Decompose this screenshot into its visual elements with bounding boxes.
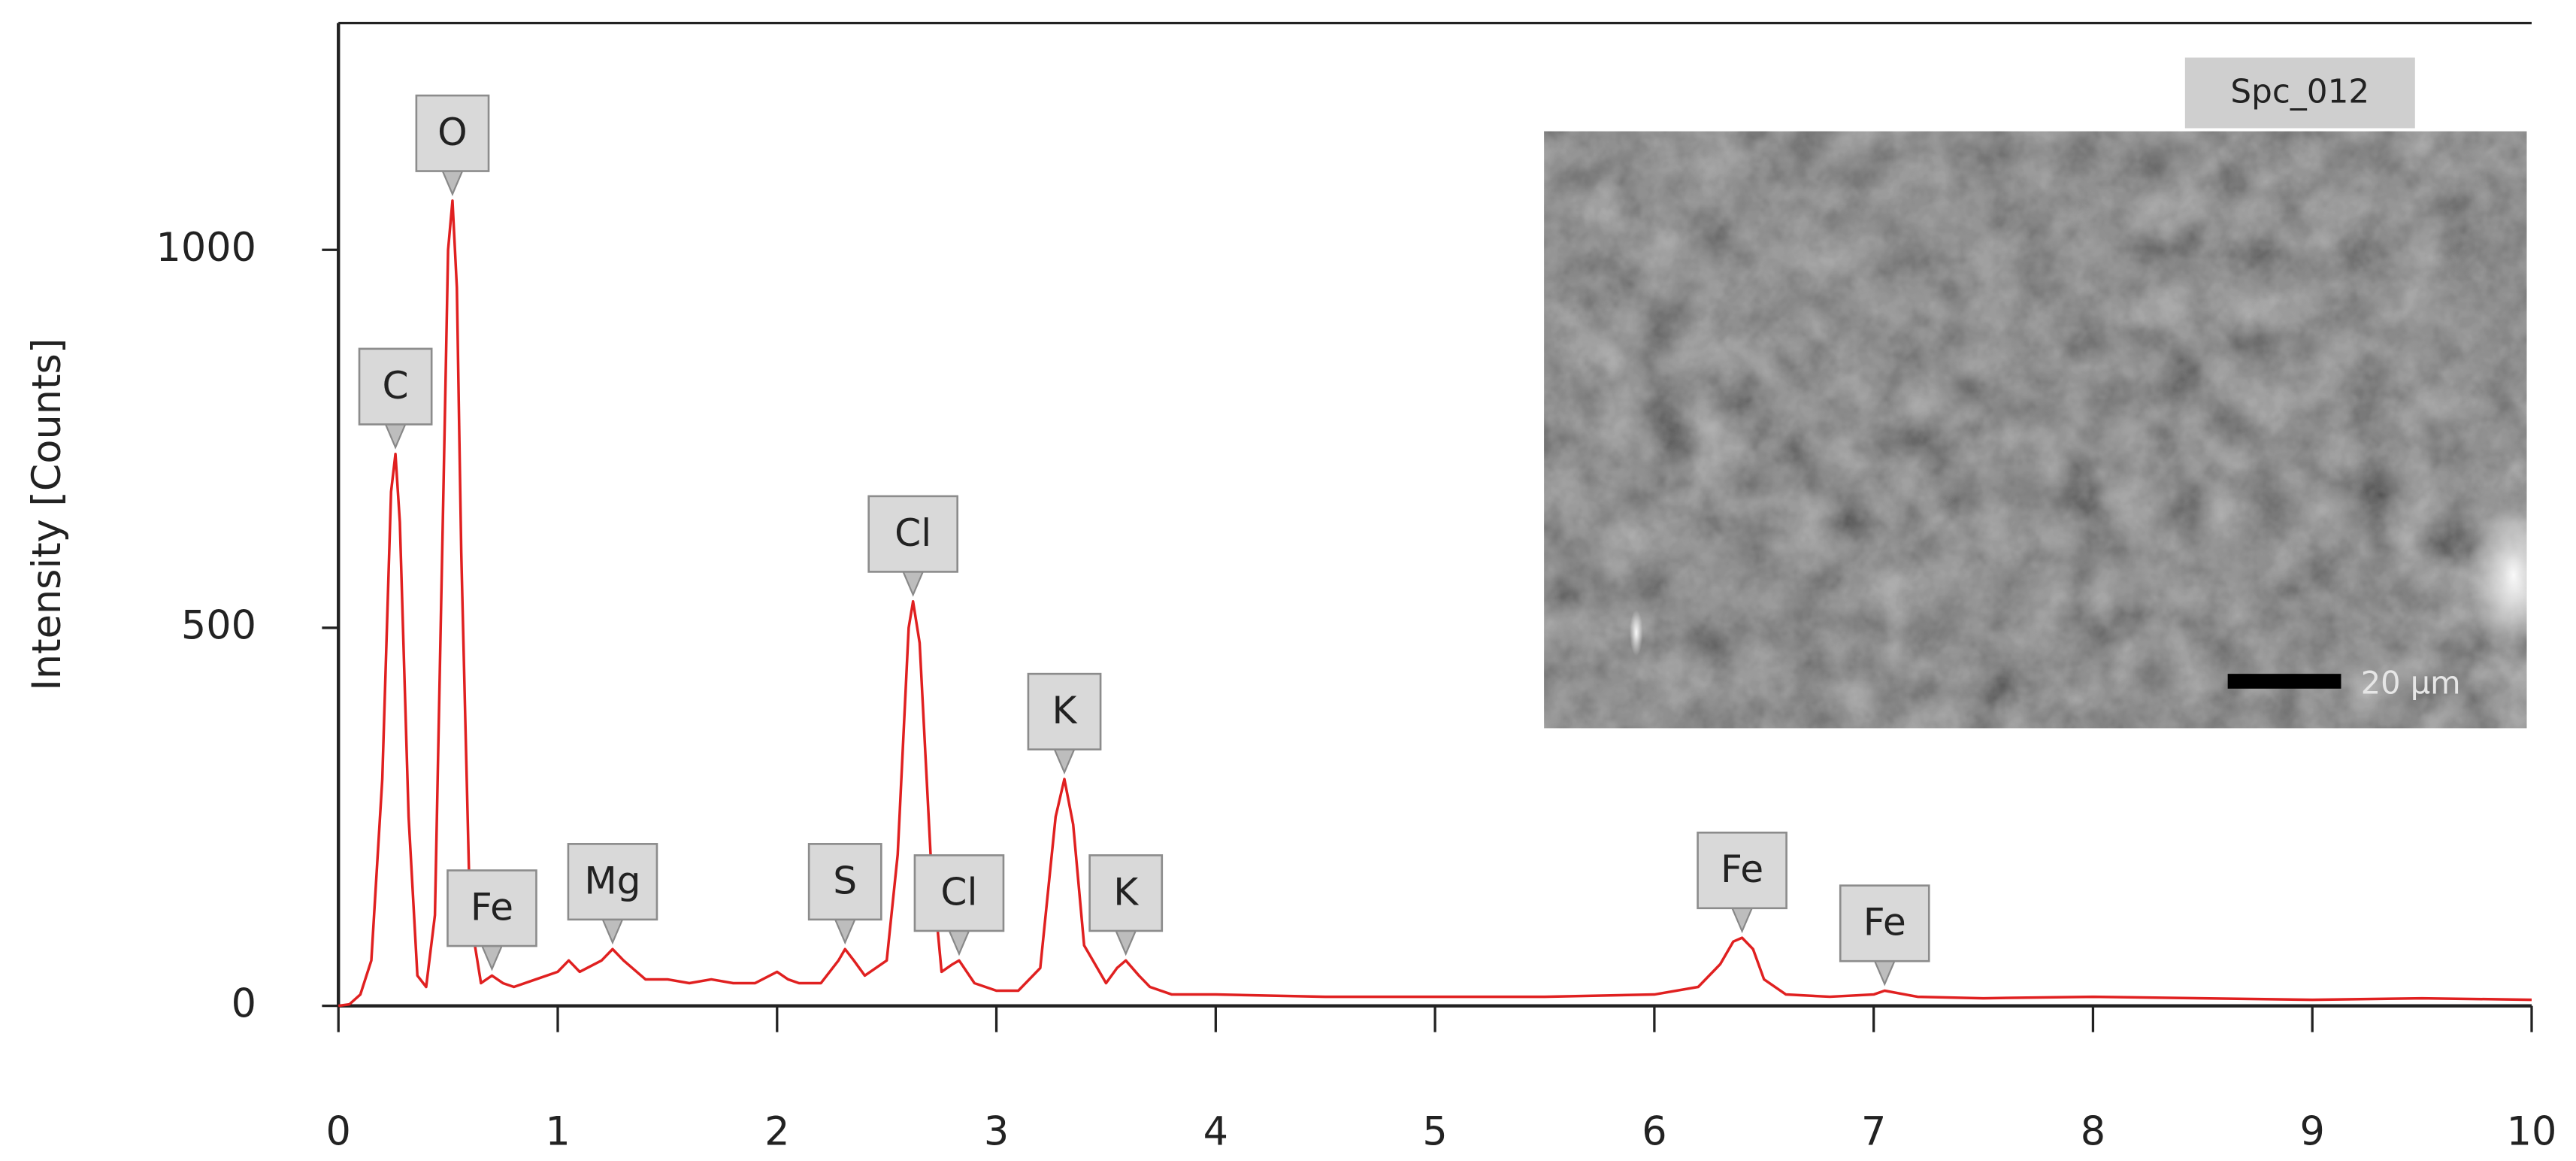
peak-label-box xyxy=(1088,854,1164,932)
x-tick-label: 1 xyxy=(545,1109,570,1155)
scale-bar-label: 20 µm xyxy=(2361,664,2461,701)
x-tick-label: 8 xyxy=(2081,1109,2105,1155)
peak-label-box xyxy=(913,854,1005,932)
peak-label-text: K xyxy=(1113,869,1139,914)
peak-label-box xyxy=(1697,831,1787,910)
y-tick-label: 500 xyxy=(181,603,256,649)
inset-label: Spc_012 xyxy=(2230,73,2369,111)
sem-highlight xyxy=(2467,493,2560,658)
peak-pointer xyxy=(1873,960,1896,987)
y-tick-label: 0 xyxy=(232,981,256,1026)
peak-label-box xyxy=(1027,672,1102,750)
peak-label-text: Cl xyxy=(940,869,977,914)
peak-label-text: Fe xyxy=(1721,847,1763,891)
peak-label-text: O xyxy=(437,110,468,154)
peak-label: S xyxy=(807,843,882,945)
peak-label-box xyxy=(567,843,658,921)
peak-label-text: Fe xyxy=(471,884,513,929)
peak-label: Fe xyxy=(1697,831,1787,934)
peak-pointer xyxy=(601,918,624,945)
peak-label-box xyxy=(867,495,959,573)
x-tick-label: 0 xyxy=(326,1109,351,1155)
peak-label: Mg xyxy=(567,843,658,945)
spectrum-line xyxy=(338,199,2532,1008)
peak-label-box xyxy=(446,869,537,947)
peak-label: C xyxy=(358,347,433,450)
y-tick-label: 1000 xyxy=(156,225,256,271)
sem-highlight xyxy=(1630,609,1643,656)
x-tick-label: 6 xyxy=(1642,1109,1666,1155)
peak-label-box xyxy=(807,843,882,921)
peak-pointer xyxy=(384,423,407,450)
x-tick-label: 7 xyxy=(1861,1109,1886,1155)
sem-texture xyxy=(1544,131,2527,729)
peak-label-box xyxy=(415,94,490,172)
peak-label: Cl xyxy=(867,495,959,597)
peak-label: Fe xyxy=(1839,884,1930,987)
peak-label-text: K xyxy=(1052,688,1078,732)
peak-label-text: C xyxy=(383,363,409,408)
peak-label: Cl xyxy=(913,854,1005,956)
peak-pointer xyxy=(441,170,464,196)
peak-pointer xyxy=(948,929,970,956)
x-tick-label: 4 xyxy=(1203,1109,1228,1155)
peak-pointer xyxy=(1053,748,1076,775)
scale-bar xyxy=(2227,674,2341,689)
peak-pointer xyxy=(1114,929,1137,956)
x-tick-label: 2 xyxy=(764,1109,789,1155)
inset-image: Spc_012 20 µm xyxy=(1544,57,2560,729)
peak-pointer xyxy=(1730,907,1754,934)
peak-label-text: Mg xyxy=(584,858,640,902)
peak-label: K xyxy=(1088,854,1164,956)
peak-label-box xyxy=(1839,884,1930,962)
y-axis-label: Intensity [Counts] xyxy=(24,338,70,691)
x-tick-label: 3 xyxy=(984,1109,1009,1155)
peak-label-text: Cl xyxy=(894,511,931,555)
peak-pointer xyxy=(480,944,504,972)
x-tick-label: 5 xyxy=(1422,1109,1447,1155)
peak-label-text: Fe xyxy=(1863,900,1906,944)
peak-label: Fe xyxy=(446,869,537,972)
x-tick-label: 9 xyxy=(2300,1109,2325,1155)
peak-pointer xyxy=(901,571,925,597)
x-tick-label: 10 xyxy=(2507,1109,2557,1155)
peak-label: K xyxy=(1027,672,1102,775)
inset-label-box xyxy=(2184,57,2415,129)
peak-label: O xyxy=(415,94,490,196)
peak-label-text: S xyxy=(833,858,857,902)
peak-pointer xyxy=(834,918,857,945)
peak-label-box xyxy=(358,347,433,426)
